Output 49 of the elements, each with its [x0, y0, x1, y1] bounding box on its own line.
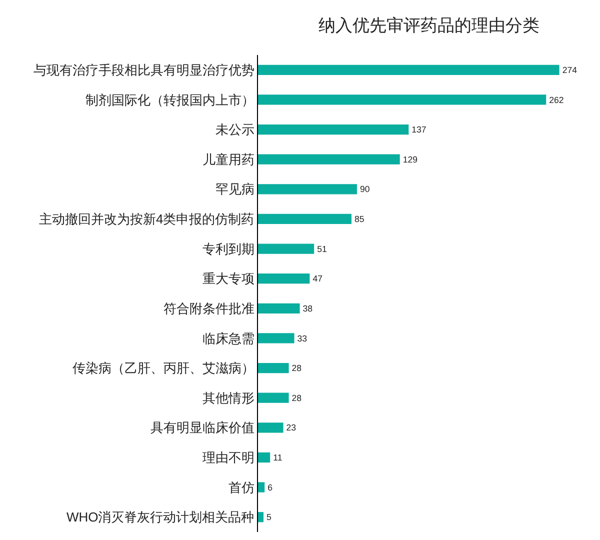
bar: [258, 64, 560, 75]
bar: [258, 422, 284, 433]
y-tick-label: 未公示: [215, 122, 254, 138]
y-tick-label: WHO消灭脊灰行动计划相关品种: [66, 510, 254, 525]
data-label: 85: [354, 214, 364, 224]
y-tick-label: 制剂国际化（转报国内上市）: [85, 92, 254, 108]
data-label: 6: [268, 482, 273, 492]
data-label: 129: [402, 154, 418, 164]
y-tick-label: 儿童用药: [202, 152, 254, 167]
bar: [258, 482, 265, 492]
data-label: 51: [317, 244, 327, 254]
bar: [258, 214, 352, 224]
data-label: 33: [297, 333, 308, 344]
data-label: 137: [412, 124, 426, 135]
chart-title: 纳入优先审评药品的理由分类: [318, 16, 540, 35]
data-label: 5: [266, 512, 272, 522]
bar: [258, 362, 289, 374]
y-tick-label: 理由不明: [202, 450, 254, 466]
bar: [258, 244, 314, 254]
bar: [258, 184, 357, 194]
data-label: 47: [312, 274, 323, 284]
y-tick-label: 其他情形: [202, 390, 254, 406]
data-label: 23: [286, 422, 296, 433]
data-label: 38: [302, 303, 313, 314]
bar: [258, 392, 289, 403]
data-label: 28: [292, 392, 302, 403]
y-tick-label: 传染病（乙肝、丙肝、艾滋病）: [72, 360, 254, 376]
bar: [258, 512, 264, 522]
bar: [258, 94, 546, 105]
bar: [258, 452, 270, 463]
y-tick-label: 首仿: [228, 480, 254, 495]
y-tick-label: 专利到期: [202, 241, 254, 256]
bar: [258, 333, 294, 344]
y-tick-label: 具有明显临床价值: [150, 420, 254, 436]
bar: [258, 303, 300, 314]
data-label: 28: [292, 363, 302, 374]
data-label: 90: [360, 184, 370, 194]
y-tick-label: 符合附条件批准: [163, 300, 254, 316]
y-tick-label: 主动撤回并改为按新4类申报的仿制药: [39, 212, 254, 227]
y-tick-label: 临床急需: [202, 330, 254, 346]
y-tick-label: 与现有治疗手段相比具有明显治疗优势: [33, 62, 254, 78]
data-label: 274: [562, 64, 578, 75]
y-tick-label: 重大专项: [202, 271, 254, 286]
bar: [258, 274, 310, 284]
data-label: 11: [273, 452, 282, 463]
y-tick-label: 罕见病: [215, 182, 254, 197]
bar: [258, 124, 409, 135]
data-label: 262: [549, 94, 564, 105]
bar: [258, 154, 400, 164]
